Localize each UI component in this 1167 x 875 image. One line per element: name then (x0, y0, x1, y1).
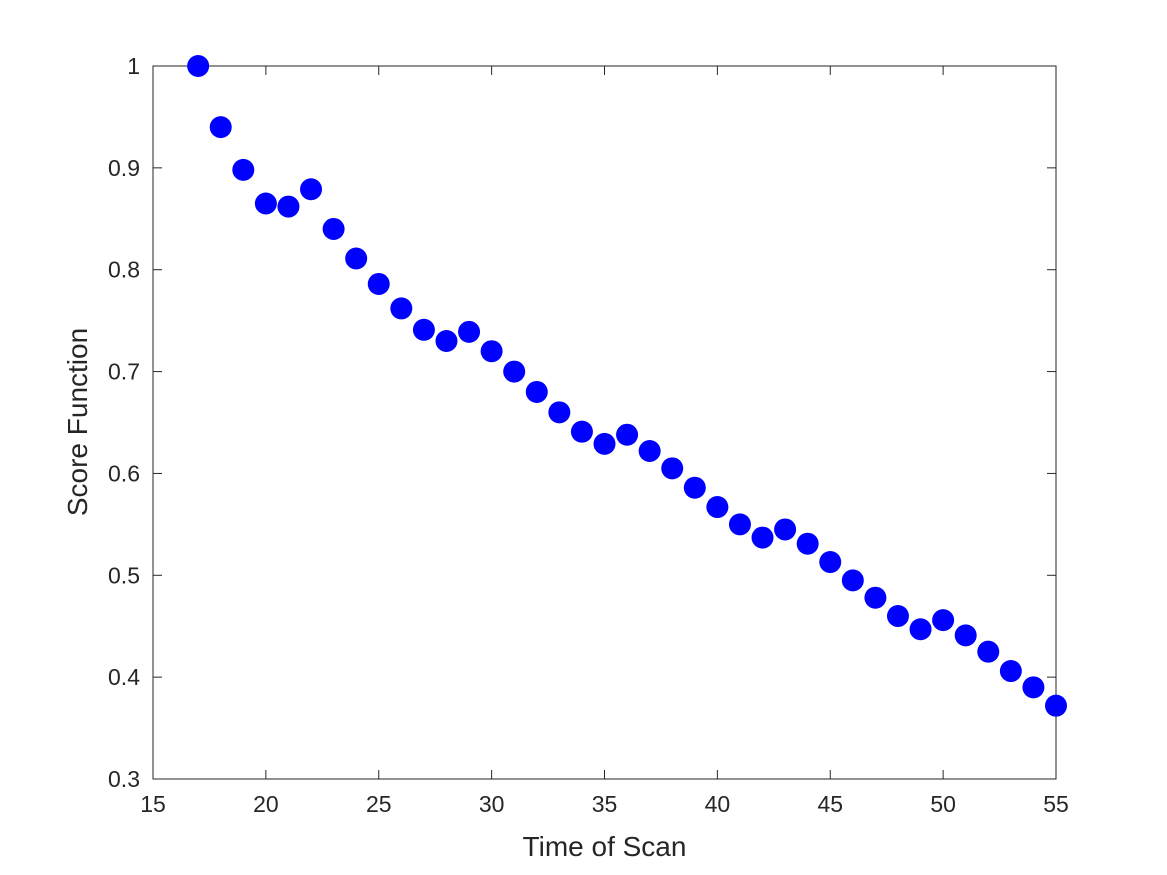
data-point (548, 401, 571, 424)
data-point (345, 247, 368, 270)
x-tick-label: 45 (817, 791, 843, 817)
data-point (954, 624, 977, 647)
data-point (322, 217, 345, 240)
y-tick-label: 0.3 (108, 766, 140, 792)
x-tick-label: 25 (366, 791, 392, 817)
data-point (593, 432, 616, 455)
data-point (977, 640, 1000, 663)
y-tick-label: 0.7 (108, 359, 140, 385)
data-point (819, 551, 842, 574)
axis-ticks (152, 65, 1057, 780)
y-tick-label: 0.4 (108, 664, 140, 690)
x-tick-label: 15 (140, 791, 166, 817)
data-points (187, 55, 1067, 717)
data-point (187, 55, 210, 77)
data-point (435, 330, 458, 353)
data-point (209, 116, 232, 139)
data-point (661, 457, 684, 480)
data-point (367, 272, 390, 295)
y-tick-label: 0.9 (108, 155, 140, 181)
x-tick-label: 35 (592, 791, 618, 817)
plot-area (152, 65, 1057, 780)
data-point (525, 380, 548, 403)
data-point (728, 513, 751, 536)
data-point (909, 618, 932, 641)
data-point (616, 423, 639, 446)
data-point (999, 660, 1022, 683)
data-point (570, 420, 593, 443)
x-tick-label: 30 (479, 791, 505, 817)
data-point (932, 609, 955, 632)
data-point (480, 340, 503, 363)
y-tick-label: 0.5 (108, 562, 140, 588)
data-point (277, 195, 300, 218)
x-tick-label: 50 (930, 791, 956, 817)
data-point (1022, 676, 1045, 699)
data-point (706, 496, 729, 519)
data-point (886, 605, 909, 628)
data-point (232, 158, 255, 181)
x-tick-label: 55 (1043, 791, 1069, 817)
data-point (638, 440, 661, 463)
y-tick-label: 0.8 (108, 257, 140, 283)
x-tick-label: 20 (253, 791, 279, 817)
data-point (254, 192, 277, 215)
y-tick-labels: 0.3 0.4 0.5 0.6 0.7 0.8 0.9 1 (108, 53, 140, 792)
data-point (412, 318, 435, 341)
data-point (751, 526, 774, 549)
data-point (796, 532, 819, 555)
x-tick-label: 40 (705, 791, 731, 817)
data-point (864, 586, 887, 609)
data-point (841, 569, 864, 592)
data-point (1045, 694, 1067, 717)
data-point (390, 297, 413, 320)
data-point (774, 518, 797, 541)
y-tick-label: 0.6 (108, 460, 140, 486)
x-axis-title: Time of Scan (523, 831, 687, 862)
y-tick-label: 1 (127, 53, 140, 79)
data-point (458, 320, 481, 343)
x-tick-labels: 15 20 25 30 35 40 45 50 55 (140, 791, 1069, 817)
data-point (503, 360, 526, 383)
y-axis-title: Score Function (62, 328, 93, 516)
data-point (683, 476, 706, 499)
data-point (300, 178, 323, 201)
